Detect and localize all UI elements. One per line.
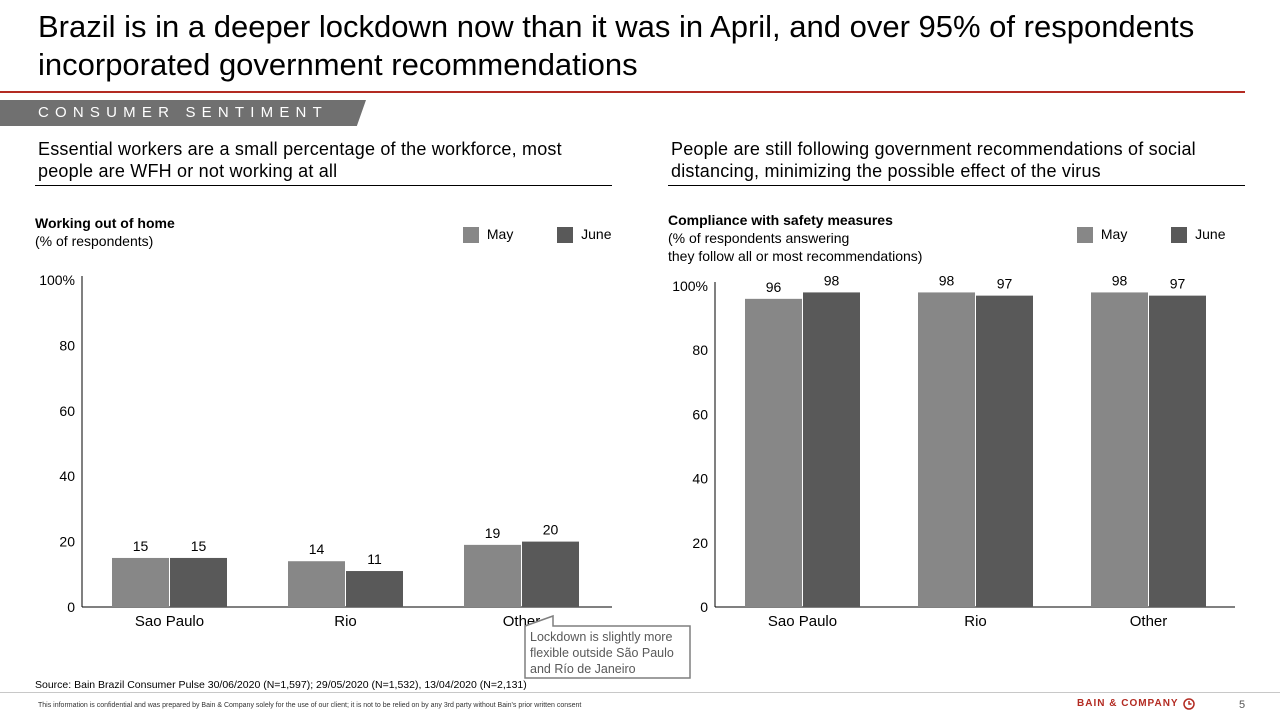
bar-value-label: 19 (485, 525, 501, 541)
right-legend: May June (1077, 226, 1226, 244)
brand-logo-icon (1183, 698, 1195, 710)
page-number: 5 (1239, 699, 1246, 711)
x-category-label: Other (1130, 613, 1168, 630)
bar-value-label: 15 (191, 538, 207, 554)
bar-june (346, 571, 403, 607)
page-title: Brazil is in a deeper lockdown now than … (38, 9, 1195, 82)
bar-june (170, 557, 227, 607)
legend-june-label: June (1195, 226, 1226, 242)
legend-june-swatch (1171, 227, 1188, 244)
bar-value-label: 20 (543, 522, 559, 538)
legend-may-label: May (486, 226, 514, 242)
bar-may (745, 298, 802, 607)
y-tick-label: 80 (692, 342, 708, 358)
left-legend: May June (463, 226, 612, 244)
bar-value-label: 11 (367, 551, 382, 567)
bar-june (522, 541, 579, 607)
compliance-chart: 0 20 40 60 80 100% 96 98 Sao Paulo 98 97 Rio 98 97 Oth… (672, 272, 1235, 630)
section-tag: CONSUMER SENTIMENT (0, 100, 366, 126)
bar-value-label: 98 (824, 272, 840, 288)
bar-june (1149, 295, 1206, 607)
callout-text: Lockdown is slightly more flexible outsi… (530, 630, 674, 676)
y-tick-label: 0 (700, 599, 708, 615)
x-category-label: Sao Paulo (135, 613, 204, 630)
bar-value-label: 15 (133, 538, 149, 554)
source-note: Source: Bain Brazil Consumer Pulse 30/06… (35, 679, 527, 691)
bar-may (1091, 292, 1148, 607)
right-heading: People are still following government re… (671, 139, 1196, 181)
left-chart-subtitle: (% of respondents) (35, 233, 154, 249)
right-chart-subtitle-line-1: (% of respondents answering (668, 230, 850, 246)
brand-wordmark: BAIN & COMPANY (1077, 698, 1179, 709)
legend-june-swatch (557, 227, 574, 244)
y-tick-label: 100% (672, 278, 708, 294)
bar-may (112, 557, 169, 607)
y-tick-label: 0 (67, 599, 75, 615)
y-tick-label: 80 (59, 337, 75, 353)
bar-value-label: 14 (309, 541, 325, 557)
right-heading-rule (668, 185, 1245, 186)
right-chart-title: Compliance with safety measures (668, 212, 893, 228)
legend-may-swatch (1077, 227, 1093, 244)
bar-value-label: 97 (1170, 276, 1186, 292)
bar-value-label: 96 (766, 279, 782, 295)
left-chart-title: Working out of home (35, 215, 175, 231)
bar-june (976, 295, 1033, 607)
x-category-label: Rio (964, 613, 987, 630)
y-tick-label: 60 (59, 403, 75, 419)
legend-may-swatch (463, 227, 479, 244)
legend-june-label: June (581, 226, 612, 242)
title-divider (0, 91, 1245, 93)
bar-may (288, 561, 345, 607)
x-category-label: Sao Paulo (768, 613, 837, 630)
bar-value-label: 97 (997, 276, 1013, 292)
callout-shape (524, 614, 691, 679)
right-chart-subtitle-line-2: they follow all or most recommendations) (668, 248, 923, 264)
y-tick-label: 40 (59, 468, 75, 484)
bar-june (803, 292, 860, 607)
callout-box (524, 614, 691, 679)
bar-value-label: 98 (1112, 272, 1128, 288)
legend-may-label: May (1100, 226, 1128, 242)
y-tick-label: 40 (692, 471, 708, 487)
left-heading: Essential workers are a small percentage… (38, 139, 562, 181)
y-tick-label: 100% (39, 272, 75, 288)
bar-may (918, 292, 975, 607)
y-tick-label: 60 (692, 406, 708, 422)
footer-divider (0, 692, 1280, 693)
y-tick-label: 20 (692, 535, 708, 551)
y-tick-label: 20 (59, 534, 75, 550)
x-category-label: Rio (334, 613, 357, 630)
disclaimer: This information is confidential and was… (38, 702, 582, 709)
bar-may (464, 544, 521, 607)
bar-value-label: 98 (939, 272, 955, 288)
left-heading-rule (35, 185, 612, 186)
